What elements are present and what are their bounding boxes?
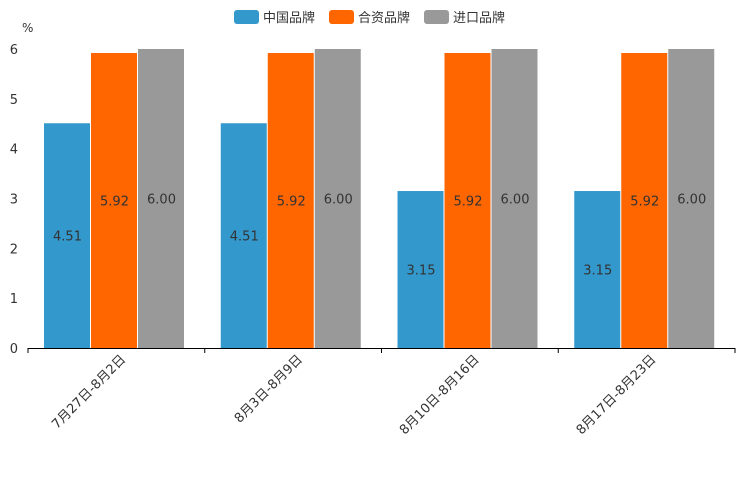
bar-jv-brand [621, 52, 668, 349]
bar-china-brand [220, 123, 267, 348]
bar-china-brand [574, 191, 621, 348]
x-tick-label: 8月17日-8月23日 [574, 352, 660, 438]
data-label: 6.00 [324, 193, 353, 208]
bar-jv-brand [91, 52, 137, 349]
y-tick-label: 0 [10, 342, 18, 357]
data-label: 4.51 [53, 230, 82, 245]
data-label: 5.92 [454, 194, 483, 209]
data-label: 4.51 [230, 230, 259, 245]
bar-china-brand [44, 123, 90, 348]
chart-legend: 中国品牌 合资品牌 进口品牌 [234, 7, 505, 26]
bar-china-brand [397, 191, 444, 348]
bar-import-brand [668, 49, 715, 348]
x-tick-label: 7月27日-8月2日 [49, 352, 129, 432]
bar-import-brand [314, 49, 361, 348]
y-tick-label: 5 [10, 93, 18, 108]
legend-item-china-brand[interactable]: 中国品牌 [234, 7, 315, 26]
legend-swatch-jv-brand [329, 9, 355, 24]
x-tick-label: 8月3日-8月9日 [232, 352, 306, 426]
data-label: 6.00 [147, 193, 176, 208]
data-label: 5.92 [100, 194, 129, 209]
legend-swatch-china-brand [234, 9, 259, 24]
y-axis-unit-label: % [22, 21, 34, 35]
data-label: 6.00 [677, 193, 706, 208]
legend-item-import-brand[interactable]: 进口品牌 [424, 7, 505, 26]
bar-jv-brand [267, 52, 314, 349]
legend-swatch-import-brand [424, 9, 450, 24]
data-label: 3.15 [407, 264, 436, 279]
legend-label-jv-brand: 合资品牌 [358, 11, 411, 26]
y-tick-label: 1 [10, 292, 18, 307]
y-tick-label: 4 [10, 143, 18, 158]
y-tick-label: 2 [10, 242, 18, 257]
data-label: 3.15 [583, 264, 612, 279]
bar-jv-brand [444, 52, 491, 349]
x-tick-label: 8月10日-8月16日 [397, 352, 483, 438]
legend-label-china-brand: 中国品牌 [263, 11, 316, 26]
legend-item-jv-brand[interactable]: 合资品牌 [329, 7, 410, 26]
bar-import-brand [491, 49, 538, 348]
y-tick-label: 3 [10, 193, 18, 208]
bar-import-brand [138, 49, 184, 348]
data-label: 6.00 [501, 193, 530, 208]
y-tick-label: 6 [10, 43, 18, 58]
data-label: 5.92 [277, 194, 306, 209]
data-label: 5.92 [630, 194, 659, 209]
legend-label-import-brand: 进口品牌 [453, 11, 506, 26]
